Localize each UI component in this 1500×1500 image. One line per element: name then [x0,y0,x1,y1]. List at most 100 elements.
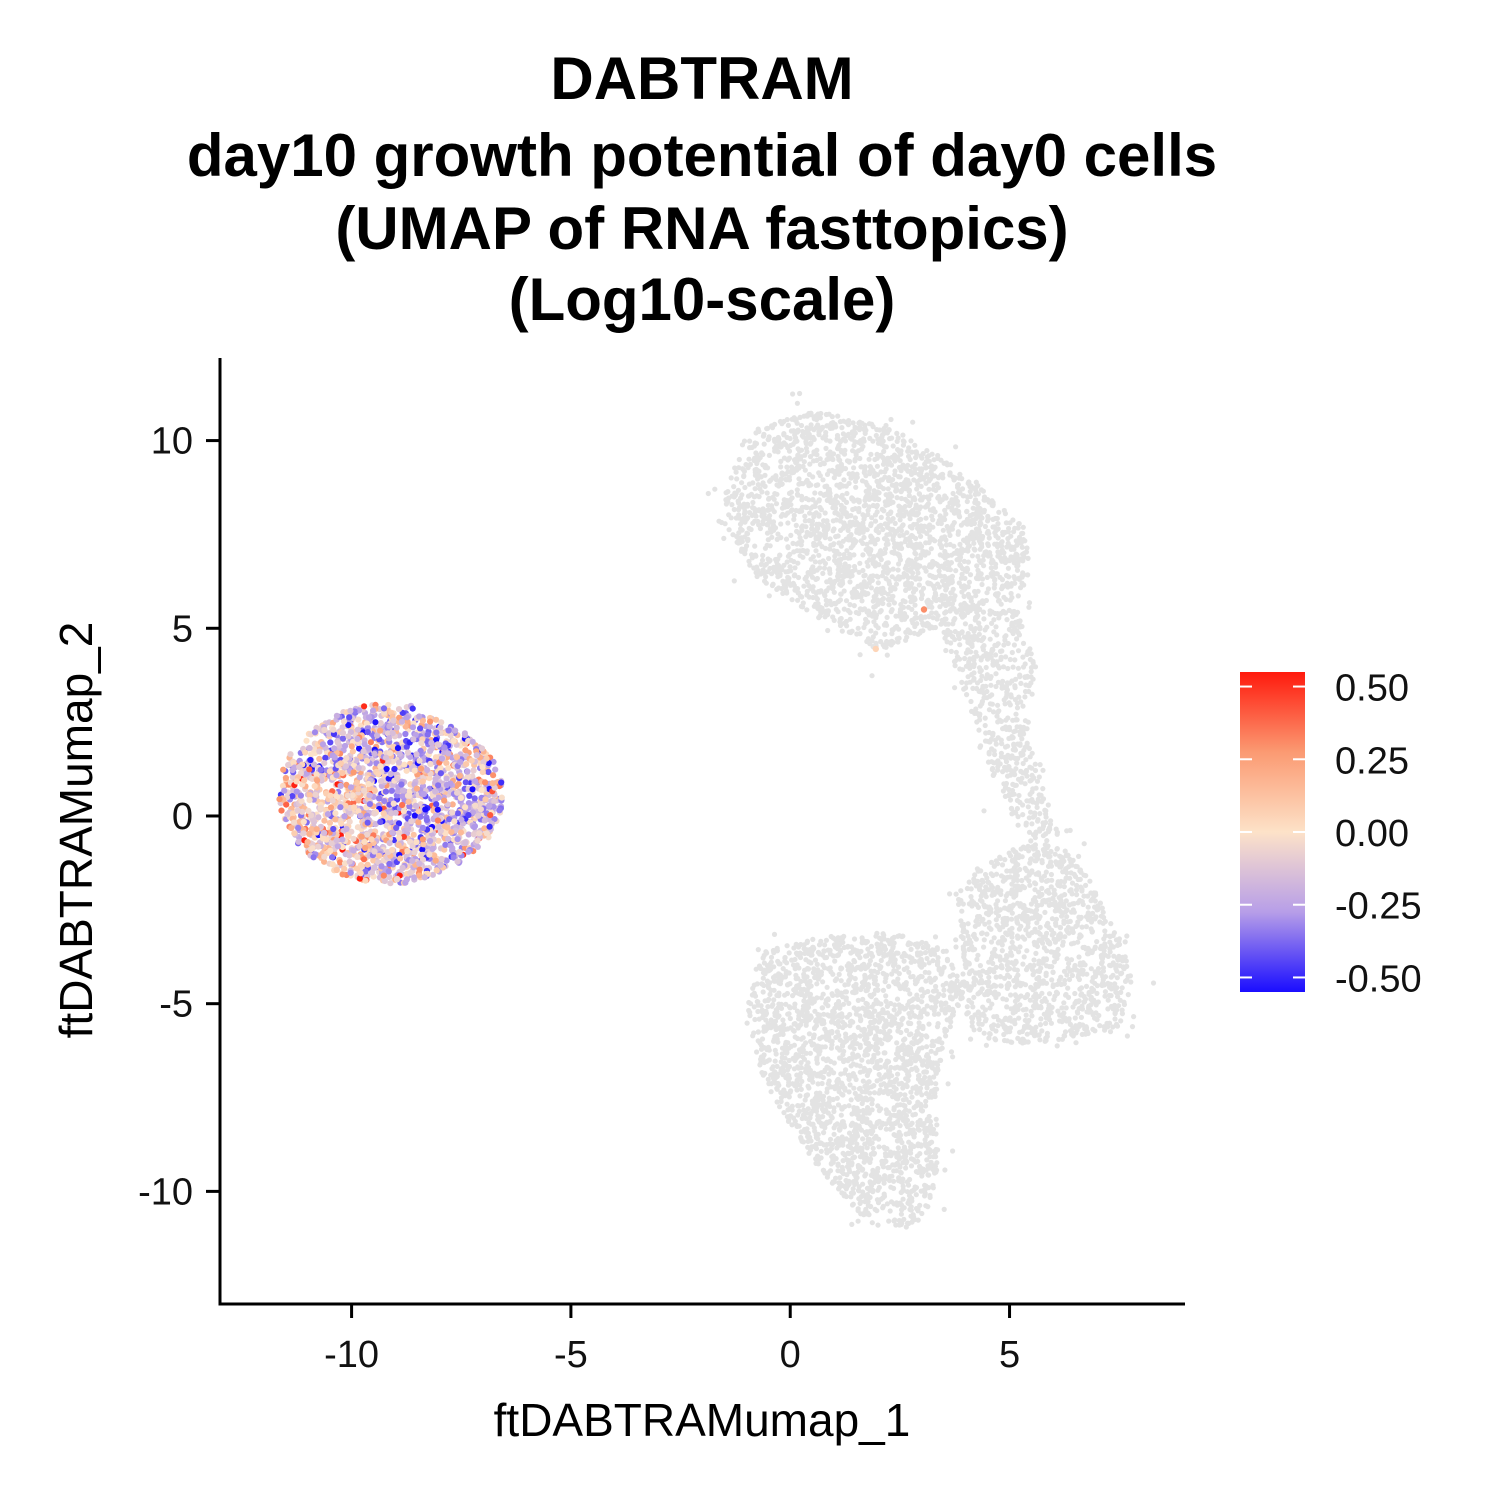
gray-point-3503 [993,974,999,980]
gray-point-2841 [1006,735,1012,742]
gray-point-4190 [823,937,830,943]
gray-point-139 [975,553,981,560]
gray-point-2323 [869,673,875,679]
gray-point-3895 [1004,915,1010,922]
gray-point-94 [870,573,876,579]
gray-point-4865 [798,1060,804,1066]
gray-point-2449 [1029,821,1035,827]
gray-point-2770 [1004,743,1011,749]
gray-point-2731 [981,653,987,659]
gray-point-3938 [1076,914,1082,920]
gray-point-4731 [914,1067,920,1073]
gray-point-2145 [770,524,776,530]
gray-point-2271 [830,505,836,511]
gray-point-1520 [889,586,895,592]
gray-point-299 [916,582,922,588]
gray-point-3516 [986,959,992,965]
gray-point-1776 [912,442,918,448]
gray-point-1151 [866,421,873,427]
gray-point-280 [842,561,848,567]
gray-point-1502 [775,449,781,455]
gray-point-1441 [900,532,906,538]
gray-point-4111 [1131,1014,1137,1020]
gray-point-2096 [843,499,850,505]
gray-point-2168 [922,461,928,467]
gray-point-4986 [908,974,914,980]
gray-point-1146 [745,531,751,537]
gray-point-2698 [1025,719,1031,725]
gray-point-1689 [900,432,906,438]
gray-point-1657 [725,489,731,495]
gray-point-2744 [976,727,982,733]
gray-point-2787 [995,709,1001,716]
gray-point-1944 [944,552,950,558]
gray-point-3757 [1048,1020,1054,1026]
gray-point-4859 [807,1050,814,1056]
gray-point-2015 [851,442,857,449]
gray-point-2052 [754,573,760,580]
gray-point-1197 [735,498,741,504]
gray-point-3374 [1050,982,1056,988]
gray-point-2140 [883,565,889,571]
gray-point-3023 [1108,974,1114,980]
gray-point-2835 [1017,724,1023,730]
gray-point-1224 [803,534,809,540]
gray-point-2351 [964,692,970,698]
gray-point-955 [999,543,1005,549]
gray-point-2710 [981,616,987,622]
gray-point-3635 [1049,877,1055,883]
gray-point-2786 [1010,630,1016,637]
gray-point-2428 [1032,664,1039,670]
gray-point-2279 [882,469,888,475]
gray-point-1989 [786,581,792,587]
gray-point-1909 [785,445,791,451]
gray-point-2826 [967,640,973,647]
gray-point-2876 [943,647,949,654]
gray-point-2740 [966,659,972,665]
gray-point-4078 [991,951,997,957]
gray-point-1637 [975,588,981,594]
gray-point-1540 [903,536,909,542]
gray-point-1943 [744,516,750,522]
gray-point-2163 [964,519,970,525]
gray-point-3210 [981,944,987,950]
gray-point-2871 [1009,787,1016,794]
gray-point-3839 [1078,933,1084,939]
gray-point-2009 [880,595,887,602]
gray-point-754 [874,463,881,469]
gray-point-4107 [1150,980,1157,986]
gray-point-2277 [862,590,868,596]
gray-point-1025 [913,575,919,581]
gray-point-962 [841,606,847,612]
gray-point-2822 [973,706,979,712]
gray-point-4637 [797,1093,803,1099]
gray-point-2769 [990,658,996,664]
gray-point-1848 [830,451,837,457]
gray-point-4004 [1001,937,1007,943]
gray-point-1108 [873,622,879,629]
gray-point-3592 [1048,863,1054,869]
gray-point-4106 [974,866,981,872]
gray-point-4035 [1014,852,1020,858]
gray-point-4039 [1022,865,1028,872]
gray-point-1257 [898,574,904,580]
gray-point-1711 [824,608,830,614]
gray-point-2601 [1040,786,1046,792]
gray-point-1910 [815,525,821,532]
gray-point-322 [913,541,919,547]
gray-point-154 [747,445,753,451]
gray-point-3871 [1077,986,1083,992]
gray-point-2387 [978,743,984,749]
gray-point-3594 [993,1028,999,1034]
gray-point-3899 [959,908,965,914]
gray-point-949 [765,569,771,575]
gray-point-1822 [959,584,965,590]
gray-point-1608 [839,425,845,431]
gray-point-3544 [1076,976,1082,983]
gray-point-1735 [947,500,953,506]
gray-point-2135 [778,464,784,470]
gray-point-3591 [1124,977,1130,983]
gray-point-2109 [941,515,947,521]
gray-point-2217 [775,574,781,580]
gray-point-3541 [1019,934,1026,940]
